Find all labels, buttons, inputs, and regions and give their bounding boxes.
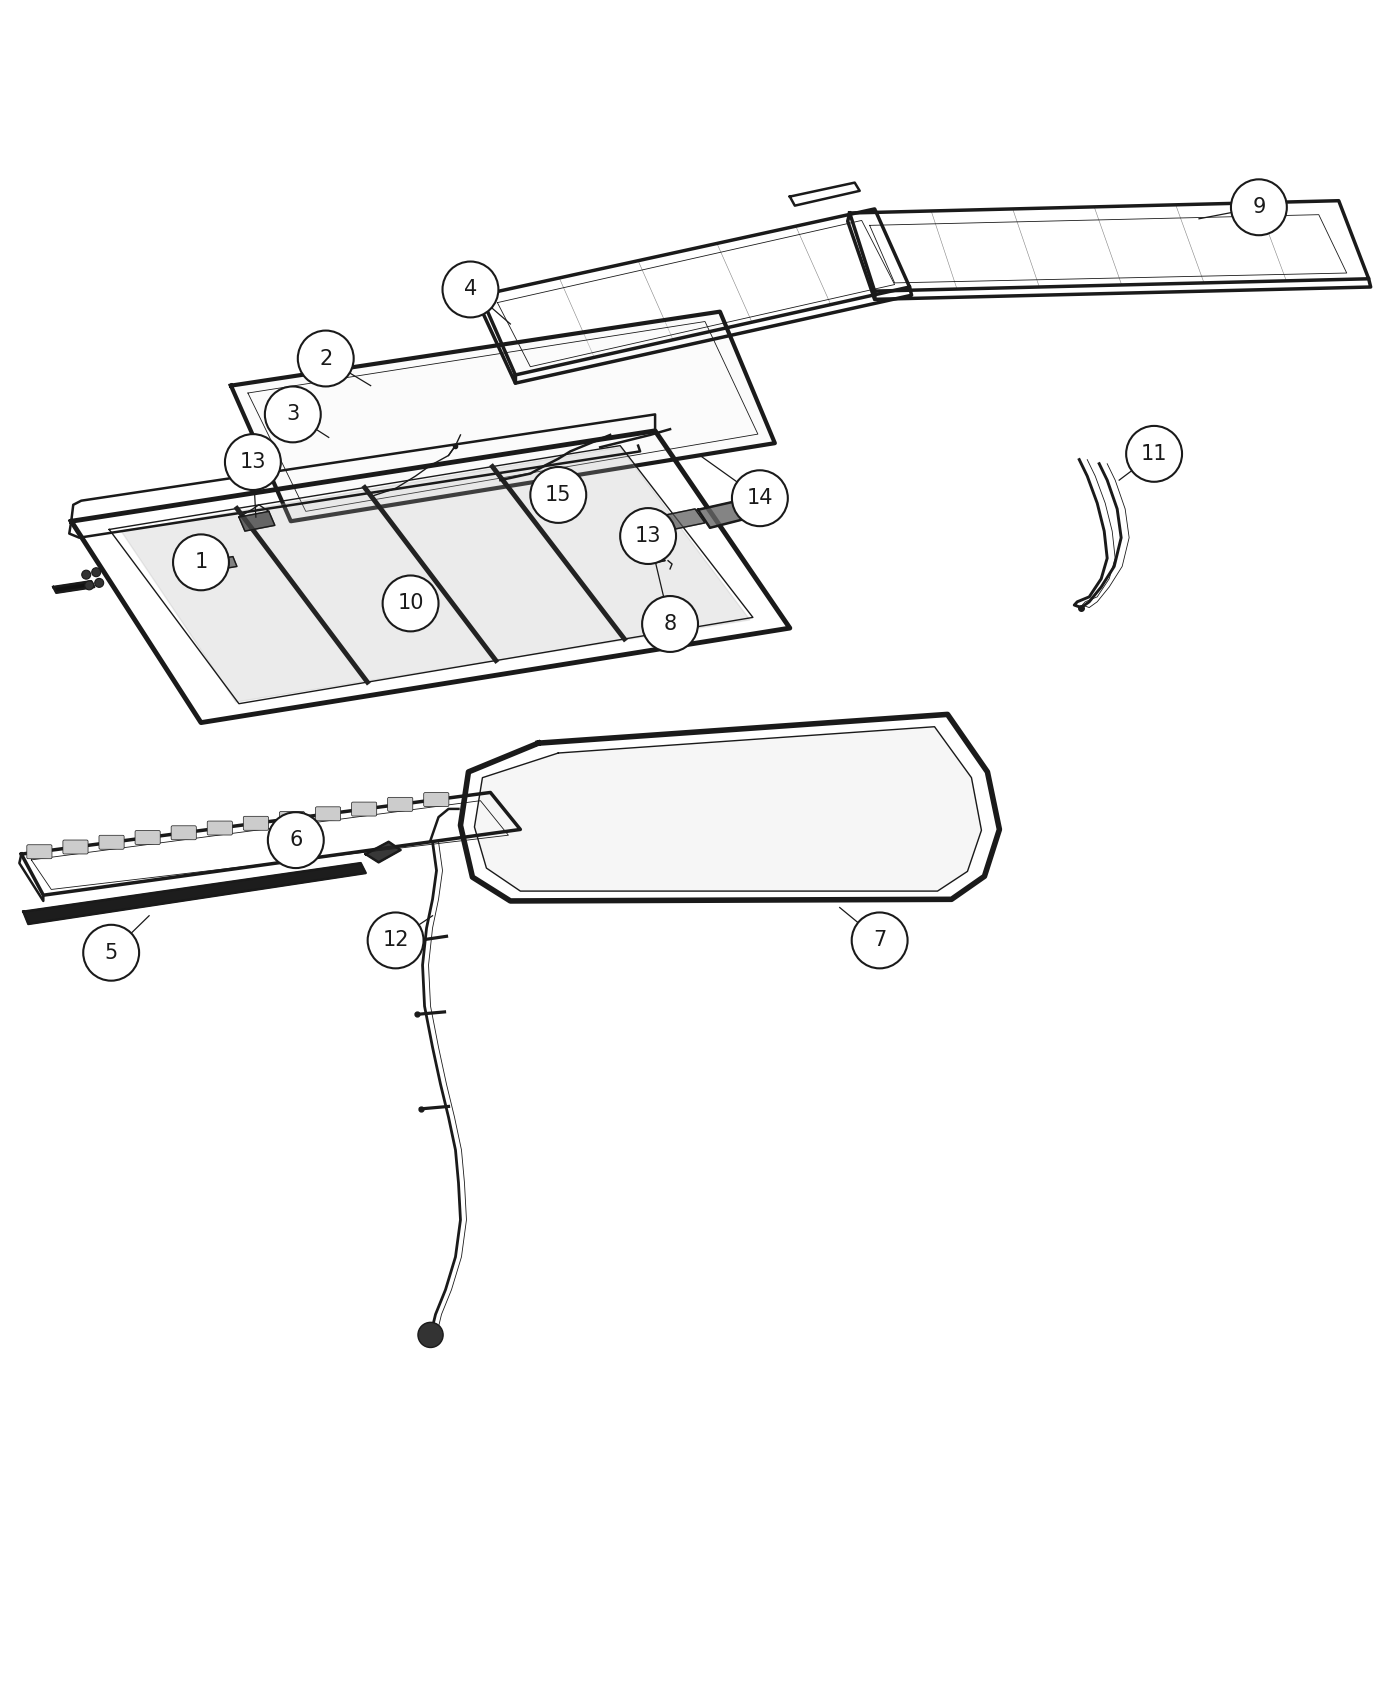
Text: 6: 6: [290, 830, 302, 850]
Circle shape: [419, 1323, 444, 1348]
Circle shape: [531, 468, 587, 524]
Polygon shape: [231, 311, 774, 522]
Polygon shape: [24, 864, 365, 925]
Polygon shape: [475, 726, 981, 891]
Circle shape: [95, 578, 104, 588]
Circle shape: [265, 386, 321, 442]
Text: 1: 1: [195, 552, 207, 573]
Circle shape: [92, 568, 101, 576]
Circle shape: [298, 330, 354, 386]
Polygon shape: [451, 279, 490, 298]
Text: 15: 15: [545, 484, 571, 505]
Polygon shape: [239, 512, 274, 530]
Text: 9: 9: [1252, 197, 1266, 218]
Circle shape: [267, 813, 323, 869]
Polygon shape: [122, 447, 750, 702]
Text: 2: 2: [319, 348, 332, 369]
Text: 14: 14: [746, 488, 773, 508]
Circle shape: [81, 570, 91, 580]
FancyBboxPatch shape: [351, 802, 377, 816]
Text: 11: 11: [1141, 444, 1168, 464]
Text: 5: 5: [105, 944, 118, 962]
FancyBboxPatch shape: [99, 835, 125, 850]
Text: 13: 13: [239, 452, 266, 473]
Text: 12: 12: [382, 930, 409, 950]
Polygon shape: [699, 500, 752, 527]
Circle shape: [382, 576, 438, 631]
Circle shape: [83, 925, 139, 981]
Text: 7: 7: [874, 930, 886, 950]
Circle shape: [442, 262, 498, 318]
Text: 10: 10: [398, 593, 424, 614]
FancyBboxPatch shape: [27, 845, 52, 858]
FancyBboxPatch shape: [134, 831, 160, 845]
Polygon shape: [53, 581, 94, 593]
FancyBboxPatch shape: [424, 792, 449, 806]
Polygon shape: [648, 552, 665, 563]
Text: 8: 8: [664, 614, 676, 634]
FancyBboxPatch shape: [171, 826, 196, 840]
FancyBboxPatch shape: [315, 808, 340, 821]
Circle shape: [1231, 178, 1287, 235]
Text: 13: 13: [634, 525, 661, 546]
Circle shape: [620, 508, 676, 564]
FancyBboxPatch shape: [388, 797, 413, 811]
Circle shape: [174, 534, 230, 590]
Circle shape: [1126, 427, 1182, 481]
Text: 3: 3: [286, 405, 300, 425]
Polygon shape: [365, 842, 400, 862]
Polygon shape: [655, 508, 706, 530]
Polygon shape: [199, 556, 237, 573]
Circle shape: [85, 581, 94, 590]
FancyBboxPatch shape: [207, 821, 232, 835]
FancyBboxPatch shape: [244, 816, 269, 830]
Circle shape: [368, 913, 424, 969]
Circle shape: [643, 597, 699, 651]
FancyBboxPatch shape: [280, 811, 305, 826]
Text: 4: 4: [463, 279, 477, 299]
Circle shape: [732, 471, 788, 527]
FancyBboxPatch shape: [63, 840, 88, 853]
Circle shape: [225, 434, 281, 490]
Circle shape: [851, 913, 907, 969]
